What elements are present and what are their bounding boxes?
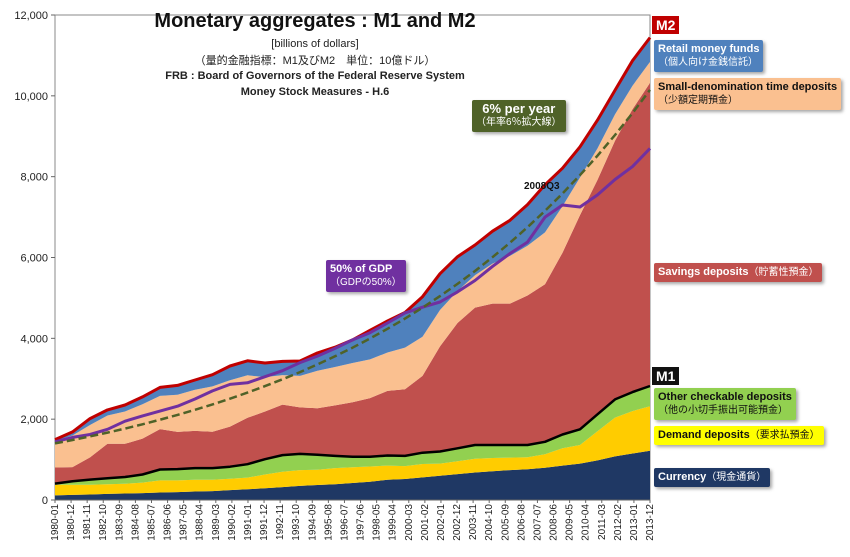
- x-tick-label: 2006-08: [516, 504, 527, 541]
- x-tick-label: 2009-05: [565, 504, 576, 541]
- m1-badge: M1: [652, 367, 680, 385]
- trend-annotation-title: 6% per year: [482, 101, 556, 116]
- gdp-annotation-jp: （GDPの50%）: [330, 277, 402, 288]
- x-tick-label: 1990-02: [227, 504, 238, 541]
- x-tick-label: 1994-09: [307, 504, 318, 541]
- x-tick-label: 2005-09: [500, 504, 511, 541]
- x-tick-label: 2001-02: [420, 504, 431, 541]
- x-tick-label: 2000-03: [404, 504, 415, 541]
- x-tick-label: 2004-10: [484, 504, 495, 541]
- y-tick-label: 10,000: [14, 91, 48, 103]
- trend-annotation-jp: （年率6％拡大線）: [476, 117, 562, 128]
- m2-badge: M2: [652, 16, 680, 34]
- area-other-checkable-deposits: [55, 386, 650, 485]
- y-tick-label: 6,000: [20, 253, 48, 265]
- marker-2008q3: 2008Q3: [524, 181, 560, 192]
- x-tick-label: 1985-07: [146, 504, 157, 541]
- x-tick-label: 2002-12: [452, 504, 463, 541]
- y-tick-label: 12,000: [14, 10, 48, 22]
- legend-currency: Currency（現金通貨）: [654, 468, 771, 487]
- x-tick-label: 2002-01: [436, 504, 447, 541]
- x-tick-label: 1997-06: [356, 504, 367, 541]
- legend-retail-money-funds: Retail money funds （個人向け金銭信託）: [654, 40, 764, 72]
- x-tick-label: 2011-03: [597, 504, 608, 540]
- x-tick-label: 1995-08: [323, 504, 334, 541]
- area-currency: [55, 450, 650, 500]
- x-tick-label: 1993-10: [291, 504, 302, 541]
- x-tick-label: 1992-11: [275, 504, 286, 540]
- x-tick-label: 1991-12: [259, 504, 270, 541]
- y-tick-label: 0: [42, 495, 48, 507]
- m1-total-line: [54, 384, 651, 485]
- x-tick-label: 1984-08: [130, 504, 141, 541]
- x-tick-label: 1998-05: [372, 504, 383, 541]
- y-tick-label: 4,000: [20, 333, 48, 345]
- legend-small-time-deposits: Small-denomination time deposits （少額定期預金…: [654, 78, 842, 110]
- x-tick-label: 2013-12: [645, 504, 656, 541]
- area-demand-deposits: [55, 406, 650, 496]
- trend-annotation: 6% per year （年率6％拡大線）: [472, 100, 566, 132]
- chart-units-jp: （量的金融指標：M1及びM2 単位：10億ドル）: [194, 55, 436, 67]
- x-tick-label: 1989-03: [211, 504, 222, 541]
- x-tick-label: 1980-12: [66, 504, 77, 541]
- chart-units: [billions of dollars]: [271, 38, 359, 50]
- x-tick-label: 1986-06: [163, 504, 174, 541]
- legend-other-checkable: Other checkable deposits （他の小切手振出可能預金）: [654, 388, 796, 420]
- x-tick-label: 1982-10: [98, 504, 109, 541]
- legend-savings-deposits: Savings deposits（貯蓄性預金）: [654, 263, 823, 282]
- y-tick-label: 2,000: [20, 414, 48, 426]
- chart-title: Monetary aggregates : M1 and M2: [154, 10, 476, 32]
- x-tick-label: 1988-04: [195, 504, 206, 541]
- chart-source: FRB : Board of Governors of the Federal …: [165, 70, 465, 82]
- area-savings-deposits: [55, 82, 650, 484]
- x-tick-label: 1980-01: [50, 504, 61, 541]
- x-tick-label: 2010-04: [581, 504, 592, 541]
- x-tick-label: 2012-02: [613, 504, 624, 541]
- x-tick-label: 2013-01: [629, 504, 640, 541]
- gdp-annotation: 50% of GDP （GDPの50%）: [326, 260, 406, 292]
- trend-6pct-line: [54, 89, 651, 445]
- x-tick-label: 1999-04: [388, 504, 399, 541]
- x-tick-label: 1991-01: [243, 504, 254, 541]
- legend-demand-deposits: Demand deposits（要求払預金）: [654, 426, 824, 445]
- x-tick-label: 1987-05: [179, 504, 190, 541]
- x-tick-label: 2008-06: [549, 504, 560, 541]
- x-tick-label: 2007-07: [532, 504, 543, 541]
- y-tick-label: 8,000: [20, 172, 48, 184]
- chart-source-series: Money Stock Measures - H.6: [240, 86, 390, 98]
- x-tick-label: 1981-11: [82, 504, 93, 540]
- gdp-annotation-title: 50% of GDP: [330, 263, 393, 275]
- x-tick-label: 1996-07: [339, 504, 350, 541]
- gdp-half-line: [54, 147, 652, 444]
- x-tick-label: 2003-11: [468, 504, 479, 540]
- x-tick-label: 1983-09: [114, 504, 125, 541]
